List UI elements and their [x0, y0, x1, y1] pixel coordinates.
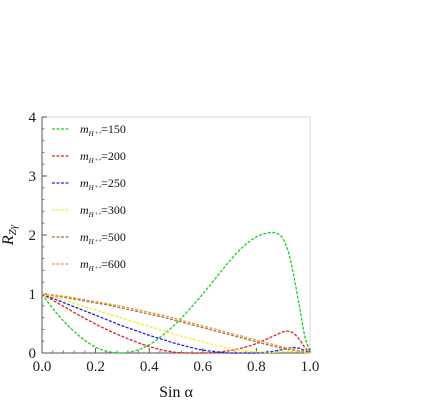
axis-ticks: 0.0 0.2 0.4 0.6 0.8 1.0 0 1 2 3 4	[29, 110, 320, 375]
series-curves	[41, 231, 311, 354]
series-line-6	[41, 293, 311, 354]
legend-label-2: mH⁺⁺=200	[80, 149, 126, 165]
y-tick-label: 1	[29, 287, 37, 303]
y-tick-label: 3	[29, 169, 37, 185]
y-tick-label: 4	[29, 110, 37, 126]
legend-label-1: mH⁺⁺=150	[80, 122, 126, 138]
legend-label-3: mH⁺⁺=250	[80, 176, 126, 192]
x-tick-label: 1.0	[301, 359, 320, 375]
x-tick-label: 0.8	[247, 359, 266, 375]
legend-label-5: mH⁺⁺=500	[80, 230, 126, 246]
legend: mH⁺⁺=150 mH⁺⁺=200 mH⁺⁺=250 mH⁺⁺=300 mH⁺⁺=500…	[52, 122, 126, 273]
y-axis-label: RZγ	[0, 224, 19, 246]
series-line-3	[41, 293, 311, 354]
x-tick-label: 0.2	[86, 359, 105, 375]
y-tick-label: 0	[29, 346, 37, 362]
series-line-2	[41, 293, 311, 354]
series-line-1	[41, 231, 311, 354]
series-line-5	[41, 293, 311, 354]
y-tick-label: 2	[29, 228, 37, 244]
x-tick-label: 0.6	[193, 359, 212, 375]
series-line-4	[41, 293, 311, 354]
x-tick-label: 0.4	[140, 359, 159, 375]
x-tick-label: 0.0	[33, 359, 52, 375]
x-axis-label: Sin α	[159, 384, 193, 401]
legend-label-6: mH⁺⁺=600	[80, 257, 126, 273]
legend-label-4: mH⁺⁺=300	[80, 203, 126, 219]
